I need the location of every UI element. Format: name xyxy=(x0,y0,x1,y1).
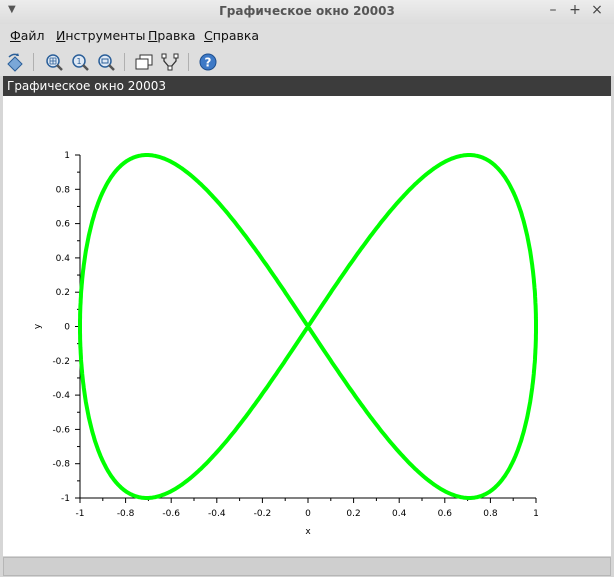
grid-zoom-icon[interactable] xyxy=(44,52,64,72)
toolbar-separator xyxy=(124,53,125,71)
y-tick-label: 0.8 xyxy=(56,185,71,195)
x-tick-label: -0.8 xyxy=(117,509,135,519)
plot-area[interactable]: -1 -0.8 -0.6 -0.4 -0.2 0 0.2 0.4 0.6 0.8 1 -1-0.8-… xyxy=(3,96,611,556)
close-icon[interactable]: × xyxy=(591,2,603,18)
y-tick-label: 0 xyxy=(64,323,70,333)
y-axis-label: y xyxy=(33,323,43,329)
menu-help-label: правка xyxy=(212,28,260,43)
datatip-icon[interactable] xyxy=(160,52,180,72)
title-bar[interactable]: ▼ Графическое окно 20003 – + × xyxy=(0,0,614,24)
canvas-header: Графическое окно 20003 xyxy=(3,76,611,96)
x-tick-label: -0.2 xyxy=(254,509,272,519)
zoom-out-icon[interactable] xyxy=(96,52,116,72)
menu-file[interactable]: Файл xyxy=(10,28,45,43)
rotate-icon[interactable] xyxy=(5,52,25,72)
x-tick-label: -0.4 xyxy=(208,509,226,519)
menu-tools-accel: И xyxy=(56,28,66,43)
x-tick-label: 0.4 xyxy=(392,509,407,519)
menu-tools-label: нструменты xyxy=(65,28,146,43)
window-title: Графическое окно 20003 xyxy=(219,4,395,18)
toolbar-separator xyxy=(33,53,34,71)
y-tick-label: 0.6 xyxy=(56,220,71,230)
menu-help[interactable]: Справка xyxy=(204,28,259,43)
menu-bar: Файл Инструменты Правка Справка xyxy=(0,24,614,48)
svg-text:1: 1 xyxy=(76,57,81,66)
y-tick-label: -0.8 xyxy=(52,460,70,470)
x-tick-label: 1 xyxy=(533,509,539,519)
svg-text:?: ? xyxy=(205,56,212,70)
menu-tools[interactable]: Инструменты xyxy=(56,28,145,43)
toolbar-separator xyxy=(188,53,189,71)
x-axis-label: x xyxy=(305,527,311,537)
toolbar: 1 ? xyxy=(0,48,614,76)
menu-help-accel: С xyxy=(204,28,213,43)
y-tick-label: -0.4 xyxy=(52,391,70,401)
x-tick-label: 0.8 xyxy=(483,509,498,519)
zoom-in-icon[interactable]: 1 xyxy=(70,52,90,72)
series-curve xyxy=(78,153,538,500)
x-tick-label: 0.2 xyxy=(346,509,360,519)
y-tick-label: -1 xyxy=(61,494,70,504)
graphic-canvas[interactable]: -1 -0.8 -0.6 -0.4 -0.2 0 0.2 0.4 0.6 0.8 1 -1 -0.8-… xyxy=(3,96,611,556)
figure-icon[interactable] xyxy=(134,52,154,72)
x-tick-label: -0.6 xyxy=(162,509,180,519)
minimize-icon[interactable]: – xyxy=(549,2,557,18)
x-tick-label: 0 xyxy=(305,509,311,519)
menu-edit[interactable]: Правка xyxy=(148,28,196,43)
y-tick-label: 1 xyxy=(64,151,70,161)
y-tick-label: -0.2 xyxy=(52,357,70,367)
menu-edit-accel: П xyxy=(148,28,158,43)
x-tick-label: 0.6 xyxy=(438,509,453,519)
window-menu-icon[interactable]: ▼ xyxy=(8,4,16,15)
status-bar xyxy=(3,557,611,576)
menu-file-accel: Ф xyxy=(10,28,21,43)
y-tick-label: 0.4 xyxy=(56,254,71,264)
y-tick-label: 0.2 xyxy=(56,288,70,298)
menu-edit-label: равка xyxy=(157,28,196,43)
maximize-icon[interactable]: + xyxy=(569,2,581,18)
canvas-header-title: Графическое окно 20003 xyxy=(7,79,166,93)
x-axis-ticks: -1 -0.8 -0.6 -0.4 -0.2 0 0.2 0.4 0.6 0.8 1 xyxy=(76,498,539,519)
window-controls: – + × xyxy=(542,2,608,18)
y-tick-label: -0.6 xyxy=(52,425,70,435)
help-icon[interactable]: ? xyxy=(198,52,218,72)
x-tick-label: -1 xyxy=(76,509,85,519)
y-axis-ticks: -1 -0.8 -0.6 -0.4 -0.2 0 0.2 0.4 0.6 0.8 1 xyxy=(52,151,80,504)
menu-file-label: айл xyxy=(20,28,45,43)
